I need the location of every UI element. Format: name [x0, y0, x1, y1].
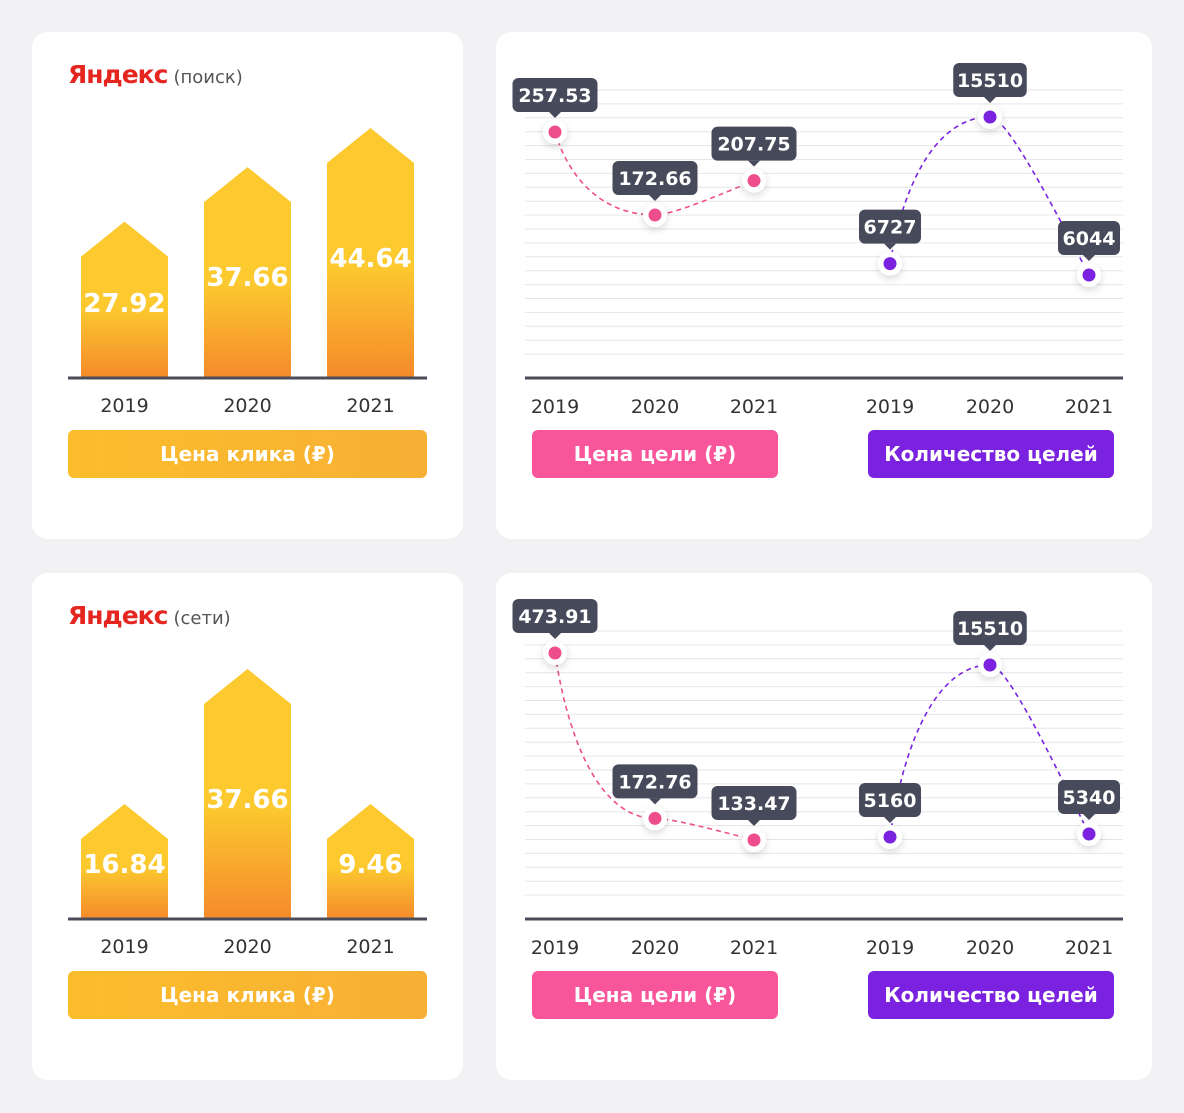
- x-tick-label: 2021: [346, 936, 394, 958]
- value-tooltip: [953, 63, 1027, 97]
- tooltip-value: 15510: [957, 618, 1023, 640]
- bar-value-label: 44.64: [329, 244, 411, 274]
- tooltip-pointer: [748, 820, 760, 826]
- x-tick-label: 2020: [631, 937, 679, 959]
- x-tick-label: 2021: [730, 396, 778, 418]
- tooltip-value: 6727: [864, 217, 917, 239]
- x-tick-label: 2021: [1065, 396, 1113, 418]
- data-point: [883, 830, 897, 844]
- bar-2020: [204, 167, 291, 378]
- tooltip-value: 5340: [1063, 787, 1116, 809]
- legend-goal-price: Цена цели (₽): [532, 971, 778, 1019]
- tooltip-pointer: [884, 243, 896, 250]
- tooltip-value: 207.75: [717, 134, 790, 156]
- x-tick-label: 2019: [100, 936, 148, 958]
- value-tooltip: [859, 209, 921, 244]
- tooltip-value: 257.53: [518, 85, 591, 107]
- line-chart: 473.91 2019 172.76 2020 133.47 2021 5160 2019 15…: [512, 599, 1123, 959]
- data-point: [648, 811, 662, 825]
- x-tick-label: 2020: [631, 396, 679, 418]
- bar-2019: [81, 804, 168, 919]
- x-tick-label: 2020: [223, 395, 271, 417]
- bar-2021: [327, 128, 414, 378]
- line-card-network: 473.91 2019 172.76 2020 133.47 2021 5160 2019 15…: [496, 573, 1152, 1080]
- data-point: [1082, 268, 1096, 282]
- tooltip-pointer: [1083, 255, 1095, 261]
- legend-click-price: Цена клика (₽): [68, 971, 427, 1019]
- data-point: [983, 658, 997, 672]
- value-tooltip: [711, 126, 797, 161]
- tooltip-pointer: [649, 195, 661, 201]
- tooltip-pointer: [984, 645, 996, 651]
- x-tick-label: 2019: [531, 937, 579, 959]
- x-tick-label: 2020: [966, 396, 1014, 418]
- legend-goal-count: Количество целей: [868, 430, 1114, 478]
- value-tooltip: [711, 786, 797, 820]
- legend-goal-count: Количество целей: [868, 971, 1114, 1019]
- x-tick-label: 2020: [223, 936, 271, 958]
- data-point: [747, 833, 761, 847]
- line-chart: 257.53 2019 172.66 2020 207.75 2021 6727 2019 15…: [512, 63, 1123, 418]
- x-tick-label: 2020: [966, 937, 1014, 959]
- series-line: [554, 652, 755, 841]
- x-tick-label: 2021: [346, 395, 394, 417]
- tooltip-value: 133.47: [717, 793, 790, 815]
- tooltip-pointer: [549, 112, 561, 118]
- value-tooltip: [612, 764, 698, 799]
- bar-value-label: 27.92: [83, 289, 165, 319]
- bar-chart: 27.92 2019 37.66 2020 44.64 2021: [68, 128, 427, 417]
- bar-value-label: 16.84: [83, 850, 165, 880]
- bar-value-label: 9.46: [338, 850, 402, 880]
- bar-2021: [327, 804, 414, 919]
- tooltip-value: 6044: [1063, 228, 1116, 250]
- bar-value-label: 37.66: [206, 785, 288, 815]
- value-tooltip: [1058, 780, 1120, 815]
- data-point: [747, 174, 761, 188]
- logo-subtitle: (сети): [173, 608, 231, 629]
- legend-goal-price: Цена цели (₽): [532, 430, 778, 478]
- value-tooltip: [612, 161, 698, 195]
- bar-card-search: Яндекс (поиск) 27.92 2019 37.66 2020 44.64 202…: [32, 32, 463, 539]
- bar-value-label: 37.66: [206, 263, 288, 293]
- legend-click-price: Цена клика (₽): [68, 430, 427, 478]
- yandex-logo: Яндекс (сети): [68, 601, 231, 630]
- value-tooltip: [512, 78, 598, 112]
- x-tick-label: 2019: [866, 937, 914, 959]
- tooltip-value: 15510: [957, 70, 1023, 92]
- tooltip-value: 473.91: [518, 606, 591, 628]
- bar-2020: [204, 669, 291, 919]
- value-tooltip: [953, 611, 1027, 645]
- tooltip-pointer: [984, 97, 996, 103]
- tooltip-value: 172.66: [618, 168, 691, 190]
- x-tick-label: 2019: [100, 395, 148, 417]
- tooltip-pointer: [649, 798, 661, 805]
- value-tooltip: [512, 599, 598, 633]
- data-point: [1082, 827, 1096, 841]
- x-tick-label: 2019: [531, 396, 579, 418]
- value-tooltip: [859, 783, 921, 817]
- data-point: [648, 208, 662, 222]
- bar-2019: [81, 221, 168, 378]
- x-tick-label: 2019: [866, 396, 914, 418]
- x-tick-label: 2021: [730, 937, 778, 959]
- tooltip-pointer: [1083, 814, 1095, 821]
- x-tick-label: 2021: [1065, 937, 1113, 959]
- data-point: [883, 257, 897, 271]
- tooltip-pointer: [748, 160, 760, 167]
- tooltip-value: 172.76: [618, 771, 691, 793]
- bar-card-network: Яндекс (сети) 16.84 2019 37.66 2020 9.46 2021 …: [32, 573, 463, 1080]
- tooltip-value: 5160: [864, 790, 917, 812]
- series-line: [889, 664, 1090, 838]
- tooltip-pointer: [884, 817, 896, 823]
- line-card-search: 257.53 2019 172.66 2020 207.75 2021 6727 2019 15…: [496, 32, 1152, 539]
- data-point: [548, 125, 562, 139]
- data-point: [548, 646, 562, 660]
- data-point: [983, 110, 997, 124]
- yandex-logo: Яндекс (поиск): [68, 60, 243, 89]
- bar-chart: 16.84 2019 37.66 2020 9.46 2021: [68, 669, 427, 958]
- tooltip-pointer: [549, 633, 561, 639]
- value-tooltip: [1058, 221, 1120, 255]
- logo-subtitle: (поиск): [173, 67, 243, 88]
